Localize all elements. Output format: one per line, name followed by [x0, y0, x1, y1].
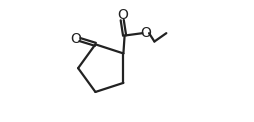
Text: O: O: [71, 32, 82, 46]
Text: O: O: [140, 26, 151, 40]
Text: O: O: [117, 8, 128, 22]
